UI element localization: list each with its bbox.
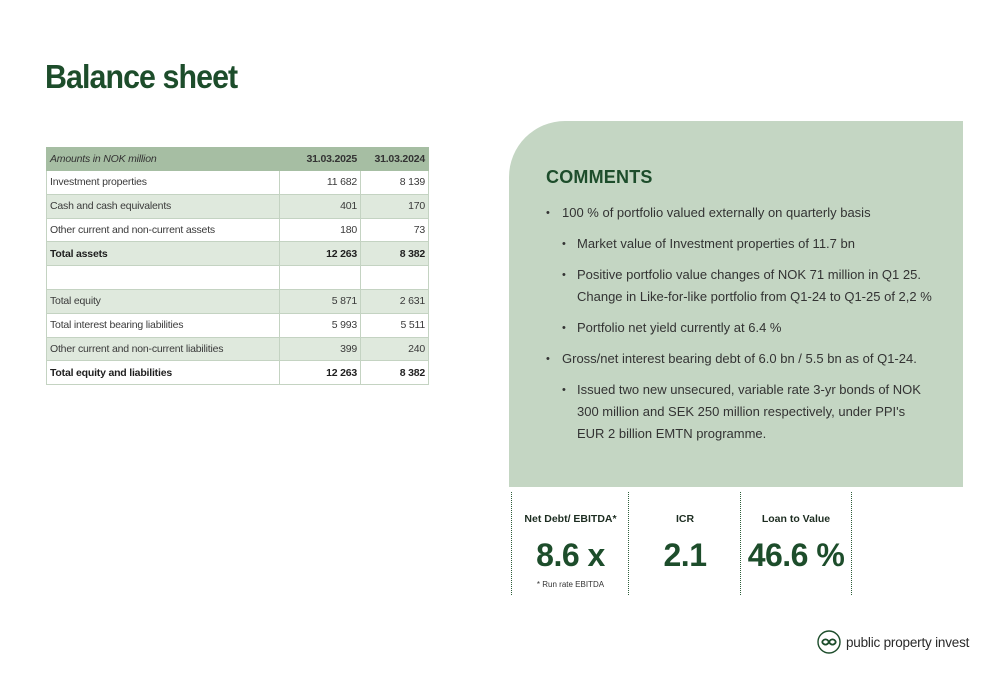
comment-bullet: 100 % of portfolio valued externally on … [546, 202, 933, 224]
row-label: Total interest bearing liabilities [45, 312, 281, 338]
table-row: Total assets 12 263 8 382 [45, 241, 429, 267]
table-row: Other current and non-current assets 180 7… [45, 217, 429, 243]
row-value-2025: 399 [279, 336, 362, 362]
row-value-2025 [279, 265, 362, 290]
row-label [45, 265, 281, 290]
row-label: Other current and non-current liabilitie… [45, 336, 281, 362]
row-value-2025: 5 871 [279, 288, 362, 314]
row-value-2025: 12 263 [279, 360, 362, 386]
table-row [45, 265, 429, 290]
row-value-2024: 240 [360, 336, 429, 362]
balance-sheet-table: Amounts in NOK million 31.03.2025 31.03.… [45, 147, 429, 386]
kpi-icr: ICR 2.1 [628, 492, 741, 595]
row-value-2024: 8 139 [360, 170, 429, 195]
comment-bullet: Issued two new unsecured, variable rate … [546, 379, 933, 445]
table-row: Total equity and liabilities 12 263 8 382 [45, 360, 429, 386]
comment-bullet: Portfolio net yield currently at 6.4 % [546, 317, 933, 339]
comment-bullet: Market value of Investment properties of… [546, 233, 933, 255]
kpi-value: 8.6 x [536, 537, 605, 573]
column-header-2024: 31.03.2024 [360, 147, 429, 171]
kpi-value: 2.1 [663, 537, 707, 573]
kpi-label: Loan to Value [761, 513, 831, 525]
row-value-2025: 180 [279, 217, 362, 243]
row-label: Total assets [45, 241, 281, 267]
row-value-2024: 5 511 [360, 312, 429, 338]
column-header-2025: 31.03.2025 [279, 147, 362, 171]
kpi-loan-to-value: Loan to Value 46.6 % [740, 492, 852, 595]
kpi-net-debt-ebitda: Net Debt/ EBITDA* 8.6 x * Run rate EBITD… [511, 492, 629, 595]
kpi-label: Net Debt/ EBITDA* [524, 513, 617, 525]
row-value-2024: 170 [360, 193, 429, 219]
table-row: Cash and cash equivalents 401 170 [45, 193, 429, 219]
row-label: Total equity [45, 288, 281, 314]
kpi-label: ICR [675, 513, 695, 525]
table-row: Total equity 5 871 2 631 [45, 288, 429, 314]
kpi-footnote: * Run rate EBITDA [536, 580, 605, 589]
comments-panel: COMMENTS 100 % of portfolio valued exter… [509, 121, 963, 487]
table-row: Total interest bearing liabilities 5 993 5… [45, 312, 429, 338]
table-header-row: Amounts in NOK million 31.03.2025 31.03.… [45, 147, 429, 171]
page-title: Balance sheet [45, 58, 238, 95]
row-value-2025: 401 [279, 193, 362, 219]
row-value-2025: 11 682 [279, 170, 362, 195]
row-value-2024: 2 631 [360, 288, 429, 314]
row-label: Investment properties [45, 170, 281, 195]
row-value-2024: 73 [360, 217, 429, 243]
row-value-2024: 8 382 [360, 241, 429, 267]
ppi-logo-icon [817, 630, 841, 654]
row-label: Total equity and liabilities [45, 360, 281, 386]
comments-list: 100 % of portfolio valued externally on … [546, 202, 933, 445]
row-label: Other current and non-current assets [45, 217, 281, 243]
row-value-2025: 12 263 [279, 241, 362, 267]
comment-bullet: Gross/net interest bearing debt of 6.0 b… [546, 348, 933, 370]
row-value-2024 [360, 265, 429, 290]
company-logo: public property invest [817, 630, 969, 654]
kpi-value: 46.6 % [747, 537, 845, 573]
logo-text: public property invest [846, 634, 970, 650]
column-header-label: Amounts in NOK million [45, 147, 281, 171]
row-value-2025: 5 993 [279, 312, 362, 338]
table-row: Investment properties 11 682 8 139 [45, 170, 429, 195]
table-row: Other current and non-current liabilitie… [45, 336, 429, 362]
comment-bullet: Positive portfolio value changes of NOK … [546, 264, 933, 308]
row-value-2024: 8 382 [360, 360, 429, 386]
row-label: Cash and cash equivalents [45, 193, 281, 219]
comments-title: COMMENTS [546, 167, 653, 187]
